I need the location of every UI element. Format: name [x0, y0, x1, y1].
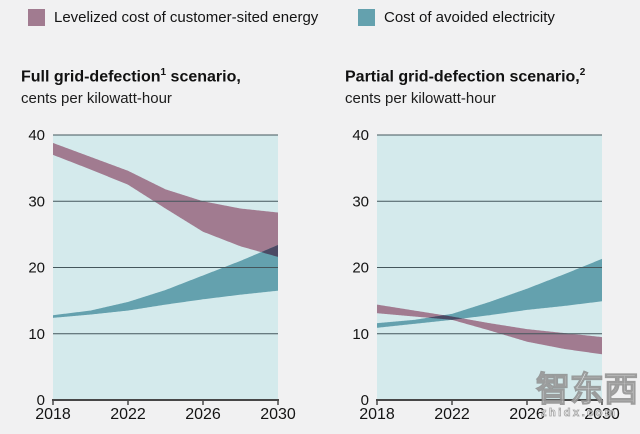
footnote-marker-1: 1 — [160, 67, 167, 78]
y-tick-label: 0 — [361, 392, 369, 409]
legend: Levelized cost of customer-sited energy … — [0, 0, 640, 36]
chart-title-text: Partial grid-defection scenario, — [345, 68, 580, 86]
y-tick-label: 10 — [28, 326, 45, 343]
legend-label-levelized: Levelized cost of customer-sited energy — [54, 9, 319, 26]
band-overlap — [262, 244, 278, 257]
legend-item-avoided: Cost of avoided electricity — [358, 9, 555, 26]
x-tick-label: 2018 — [359, 406, 395, 423]
legend-swatch-levelized — [28, 9, 45, 26]
y-tick-label: 40 — [352, 127, 369, 144]
y-tick-label: 30 — [28, 193, 45, 210]
watermark-url: zhidx.com — [541, 407, 618, 420]
chart-header-partial-grid-defection: Partial grid-defection scenario,2 cents … — [345, 63, 640, 108]
band-avoided — [377, 258, 602, 328]
y-tick-label: 10 — [352, 326, 369, 343]
chart-title-full-grid-defection: Full grid-defection1 scenario, — [21, 63, 321, 86]
x-tick-label: 2026 — [185, 406, 221, 423]
legend-label-avoided: Cost of avoided electricity — [384, 9, 555, 26]
y-tick-label: 20 — [352, 260, 369, 277]
band-avoided — [53, 244, 278, 318]
x-tick-label: 2022 — [110, 406, 146, 423]
band-overlap — [428, 315, 463, 320]
chart-subtitle-full-grid-defection: cents per kilowatt-hour — [21, 90, 172, 108]
footnote-marker-2: 2 — [579, 67, 586, 78]
chart-title-text: Full grid-defection — [21, 68, 161, 86]
chart-title-text-suffix: scenario, — [166, 68, 241, 86]
legend-swatch-avoided — [358, 9, 375, 26]
y-tick-label: 20 — [28, 260, 45, 277]
x-tick-label: 2026 — [509, 406, 545, 423]
x-tick-label: 2022 — [434, 406, 470, 423]
chart-title-partial-grid-defection: Partial grid-defection scenario,2 — [345, 63, 640, 86]
y-tick-label: 30 — [352, 193, 369, 210]
chart-header-full-grid-defection: Full grid-defection1 scenario, cents per… — [21, 63, 321, 108]
x-tick-label: 2018 — [35, 406, 71, 423]
band-levelized — [53, 142, 278, 257]
x-tick-label: 2030 — [584, 406, 620, 423]
watermark-logo: 智东西 — [535, 370, 638, 409]
y-tick-label: 0 — [37, 392, 45, 409]
legend-item-levelized: Levelized cost of customer-sited energy — [28, 9, 318, 26]
y-tick-label: 40 — [28, 127, 45, 144]
x-tick-label: 2030 — [260, 406, 296, 423]
chart-subtitle-partial-grid-defection: cents per kilowatt-hour — [345, 90, 496, 108]
